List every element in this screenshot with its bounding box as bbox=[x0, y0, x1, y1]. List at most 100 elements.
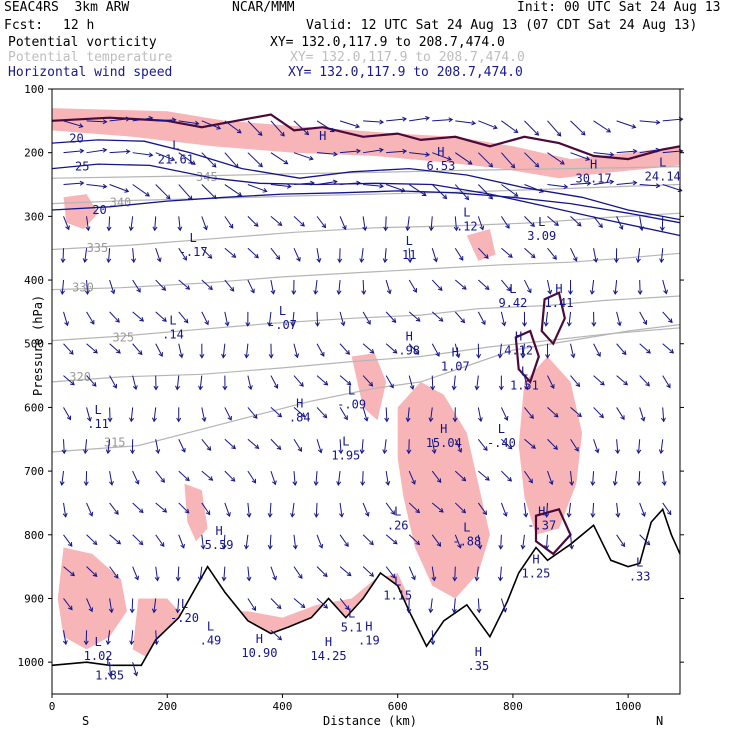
wind-vector bbox=[593, 120, 612, 133]
wind-vector bbox=[247, 279, 255, 294]
wind-vector bbox=[362, 216, 368, 232]
wind-speed-contour-label: 25 bbox=[75, 160, 89, 174]
plot-frame bbox=[51, 88, 681, 695]
wind-vector bbox=[155, 470, 165, 483]
wind-vector bbox=[639, 375, 650, 387]
wind-vector bbox=[244, 534, 249, 550]
wind-vector bbox=[201, 279, 213, 291]
wind-vector bbox=[340, 180, 361, 186]
x-tick-label: 0 bbox=[49, 700, 56, 713]
pv-positive-region-right-convection bbox=[518, 356, 583, 535]
wind-vector bbox=[593, 151, 615, 157]
wind-vector bbox=[524, 407, 534, 420]
wind-vector bbox=[293, 438, 302, 452]
wind-vector bbox=[132, 115, 154, 122]
extremum-type: H bbox=[365, 619, 372, 633]
wind-vector bbox=[270, 215, 283, 227]
wind-vector bbox=[428, 216, 434, 232]
wind-vector bbox=[109, 279, 116, 295]
wind-vector bbox=[270, 470, 277, 486]
wind-vector bbox=[221, 566, 227, 582]
wind-vector bbox=[339, 407, 348, 421]
wind-vector bbox=[639, 343, 651, 354]
wind-vector bbox=[477, 152, 494, 168]
wind-vector bbox=[409, 152, 431, 157]
wind-vector bbox=[178, 279, 191, 290]
wind-vector bbox=[662, 343, 675, 354]
extremum-value: 6.53 bbox=[426, 159, 455, 173]
wind-vector bbox=[109, 566, 119, 579]
wind-vector bbox=[543, 311, 549, 327]
pv-positive-region-lower-left-1 bbox=[57, 547, 127, 650]
wind-vector bbox=[408, 566, 416, 581]
wind-vector bbox=[570, 216, 582, 227]
wind-vector bbox=[201, 438, 212, 451]
wind-vector bbox=[524, 247, 536, 259]
wind-vector bbox=[454, 343, 461, 359]
wind-vector bbox=[178, 502, 190, 514]
wind-vector bbox=[500, 598, 508, 613]
wind-vector bbox=[155, 184, 171, 200]
wind-vector bbox=[105, 439, 111, 455]
extremum-type: H bbox=[532, 552, 539, 566]
wind-vector bbox=[406, 598, 412, 614]
wind-vector bbox=[60, 280, 66, 295]
header-init: Init: 00 UTC Sat 24 Aug 13 bbox=[517, 0, 721, 15]
wind-vector bbox=[478, 279, 490, 291]
extremum-value: 21.61 bbox=[158, 153, 194, 167]
wind-vector bbox=[547, 470, 554, 486]
extremum-type: H bbox=[590, 158, 597, 172]
wind-vector bbox=[128, 216, 134, 232]
wind-vectors bbox=[59, 115, 684, 678]
wind-vector bbox=[83, 630, 89, 646]
wind-vector bbox=[63, 598, 73, 611]
y-tick-label: 300 bbox=[24, 210, 44, 223]
wind-vector bbox=[63, 120, 84, 129]
wind-vector bbox=[270, 152, 289, 165]
wind-vector bbox=[270, 438, 282, 451]
y-tick-label: 400 bbox=[24, 274, 44, 287]
wind-vector bbox=[316, 216, 327, 229]
wind-vector bbox=[176, 407, 182, 423]
wind-vector bbox=[224, 216, 234, 229]
wind-vector bbox=[246, 566, 252, 582]
wind-vector bbox=[175, 566, 181, 582]
wind-vector bbox=[270, 279, 276, 295]
extremum-value: 14.25 bbox=[310, 649, 346, 663]
wind-vector bbox=[477, 534, 483, 550]
wind-vector bbox=[476, 598, 482, 614]
wind-vector bbox=[132, 502, 144, 514]
wind-vector bbox=[639, 311, 648, 326]
x-end-label-left: S bbox=[82, 714, 89, 728]
wind-vector bbox=[593, 407, 604, 419]
wind-vector bbox=[109, 502, 119, 515]
wind-vector bbox=[385, 375, 394, 389]
wind-vector bbox=[129, 439, 135, 455]
extremum-type: L bbox=[348, 384, 355, 398]
wind-vector bbox=[659, 216, 665, 232]
extremum-value: 1.95 bbox=[331, 449, 360, 463]
wind-vector bbox=[362, 375, 374, 387]
wind-vector bbox=[129, 407, 135, 423]
pv-contour-pv-right-upper bbox=[540, 291, 566, 346]
wind-vector bbox=[339, 598, 350, 611]
wind-vector bbox=[570, 180, 592, 186]
wind-vector bbox=[63, 180, 85, 186]
legend-theta-xy: XY= 132.0,117.9 to 208.7,474.0 bbox=[290, 50, 525, 65]
y-tick-label: 900 bbox=[24, 592, 44, 605]
header-org: NCAR/MMM bbox=[232, 0, 295, 15]
wind-vector bbox=[132, 152, 154, 158]
extremum-value: 15.04 bbox=[426, 436, 462, 450]
extremum-type: L bbox=[342, 435, 349, 449]
wind-vector bbox=[109, 184, 130, 193]
wind-vector bbox=[131, 248, 137, 264]
wind-vector bbox=[270, 247, 281, 261]
wind-vector bbox=[247, 184, 268, 193]
wind-vector bbox=[478, 120, 498, 130]
y-tick-label: 200 bbox=[24, 147, 44, 160]
wind-vector bbox=[409, 115, 430, 122]
wind-vector bbox=[270, 566, 277, 581]
x-end-label-right: N bbox=[656, 714, 663, 728]
wind-vector bbox=[544, 502, 550, 518]
